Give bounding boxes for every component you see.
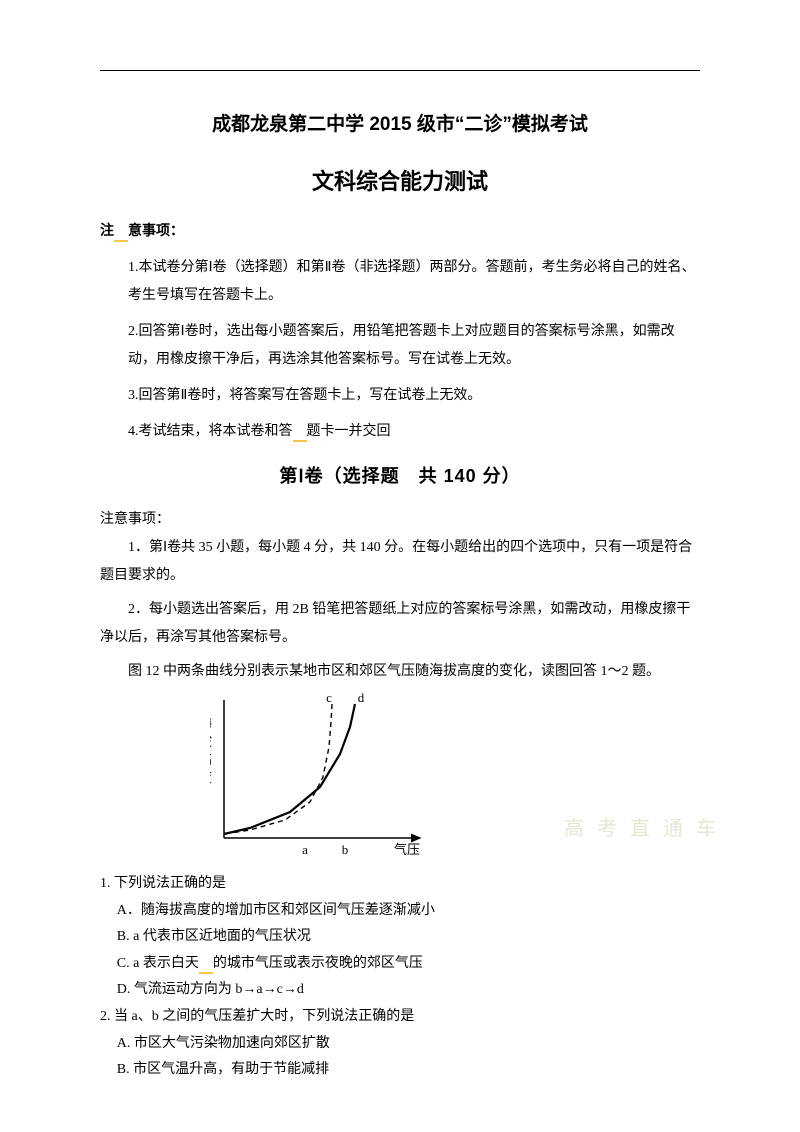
svg-text:海: 海 <box>210 716 212 731</box>
figure-12: c d a b 气压 海拔高度 <box>210 692 700 867</box>
notice-head-pre: 注 <box>100 224 114 239</box>
svg-text:气压: 气压 <box>394 842 420 857</box>
q2-stem: 2. 当 a、b 之间的气压差扩大时，下列说法正确的是 <box>100 1004 700 1031</box>
notice-item4-pre: 4.考试结束，将本试卷和答 <box>128 424 293 439</box>
notice-list: 1.本试卷分第Ⅰ卷（选择题）和第Ⅱ卷（非选择题）两部分。答题前，考生务必将自己的… <box>100 254 700 446</box>
title-sub: 文科综合能力测试 <box>100 164 700 196</box>
svg-text:高: 高 <box>210 752 212 767</box>
section-notice-head: 注意事项： <box>100 506 700 534</box>
notice-item: 1.本试卷分第Ⅰ卷（选择题）和第Ⅱ卷（非选择题）两部分。答题前，考生务必将自己的… <box>128 254 700 310</box>
underline-accent <box>293 424 307 442</box>
q1-optB: B. a 代表市区近地面的气压状况 <box>100 924 700 951</box>
pressure-chart: c d a b 气压 海拔高度 <box>210 692 430 862</box>
section-title: 第Ⅰ卷（选择题 共 140 分） <box>100 462 700 488</box>
notice-heading: 注 意事项： <box>100 220 700 240</box>
title-main: 成都龙泉第二中学 2015 级市“二诊”模拟考试 <box>100 109 700 136</box>
section-p2: 2．每小题选出答案后，用 2B 铅笔把答题纸上对应的答案标号涂黑，如需改动，用橡… <box>100 596 700 652</box>
top-rule <box>100 70 700 71</box>
notice-item: 2.回答第Ⅰ卷时，选出每小题答案后，用铅笔把答题卡上对应题目的答案标号涂黑，如需… <box>128 318 700 374</box>
section-p3: 图 12 中两条曲线分别表示某地市区和郊区气压随海拔高度的变化，读图回答 1～2… <box>100 658 700 686</box>
q1-optA: A．随海拔高度的增加市区和郊区间气压差逐渐减小 <box>100 898 700 925</box>
q1-optD: D. 气流运动方向为 b→a→c→d <box>100 977 700 1004</box>
section-p1: 1．第Ⅰ卷共 35 小题，每小题 4 分，共 140 分。在每小题给出的四个选项… <box>100 534 700 590</box>
svg-text:b: b <box>342 842 349 857</box>
notice-item: 4.考试结束，将本试卷和答 题卡一并交回 <box>128 418 700 446</box>
notice-item4-post: 题卡一并交回 <box>307 424 391 439</box>
svg-text:度: 度 <box>210 770 212 785</box>
q1-stem: 1. 下列说法正确的是 <box>100 871 700 898</box>
notice-head-post: 意事项： <box>128 224 184 239</box>
svg-text:d: d <box>358 692 365 705</box>
q1-optC: C. a 表示白天 的城市气压或表示夜晚的郊区气压 <box>100 951 700 978</box>
svg-text:a: a <box>302 842 308 857</box>
underline-accent <box>114 224 128 242</box>
q1-optC-post: 的城市气压或表示夜晚的郊区气压 <box>213 956 423 971</box>
underline-accent <box>199 956 213 974</box>
svg-text:c: c <box>326 692 332 705</box>
q1-optC-pre: C. a 表示白天 <box>117 956 199 971</box>
svg-text:拔: 拔 <box>210 734 212 749</box>
notice-item: 3.回答第Ⅱ卷时，将答案写在答题卡上，写在试卷上无效。 <box>128 382 700 410</box>
q2-optB: B. 市区气温升高，有助于节能减排 <box>100 1057 700 1084</box>
q2-optA: A. 市区大气污染物加速向郊区扩散 <box>100 1031 700 1058</box>
